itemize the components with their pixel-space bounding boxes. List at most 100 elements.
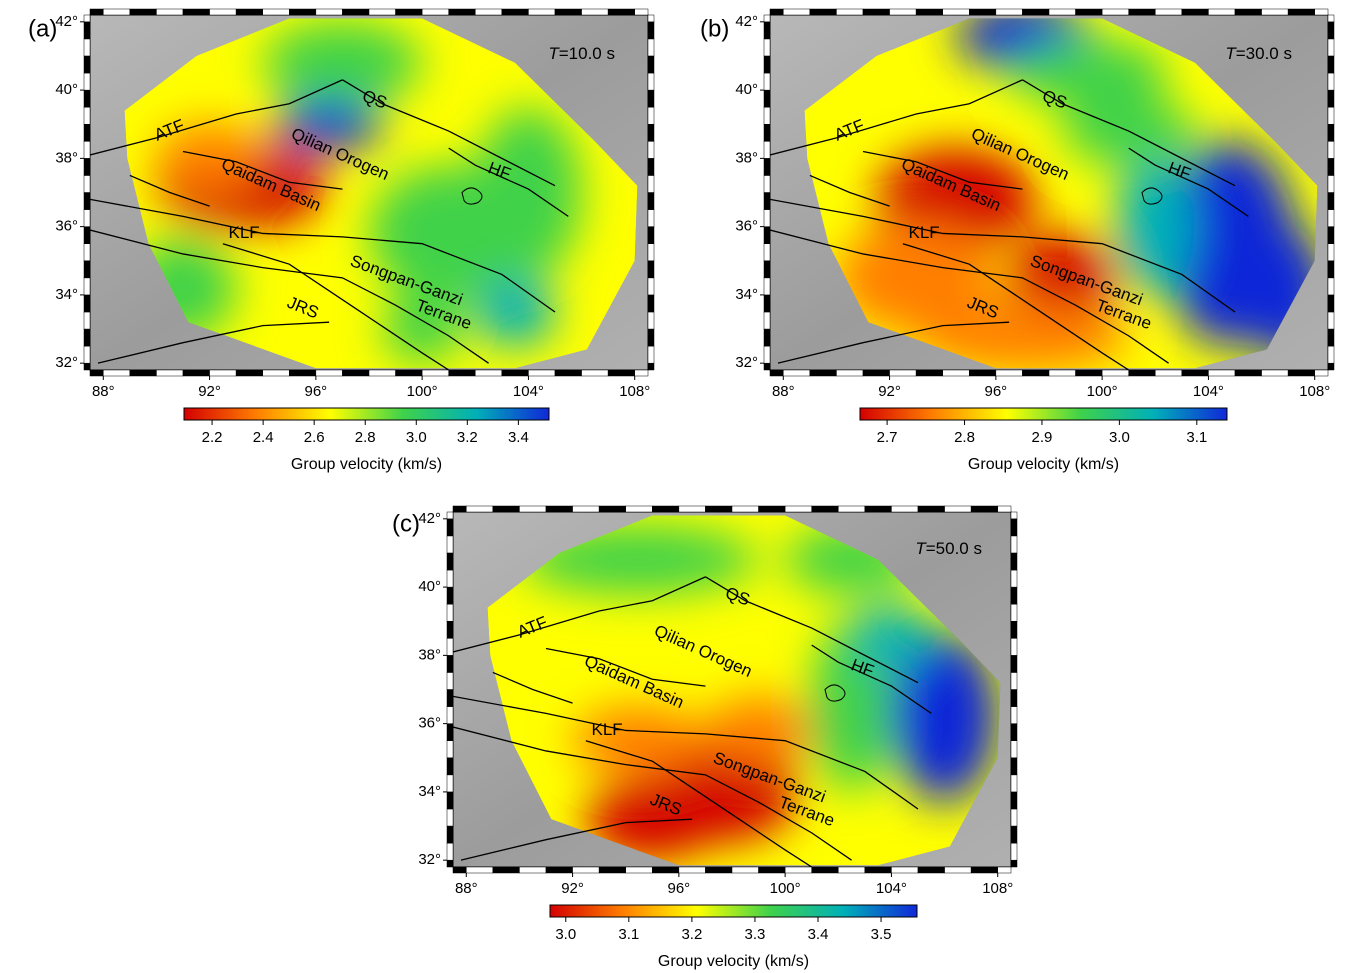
frame-segment (891, 867, 918, 873)
frame-segment (1328, 124, 1334, 141)
frame-segment (466, 506, 493, 512)
x-tick-label: 96° (668, 880, 691, 897)
frame-segment (918, 506, 945, 512)
frame-segment (447, 758, 453, 775)
frame-segment (466, 867, 493, 873)
frame-segment (863, 370, 890, 376)
colorbar-title: Group velocity (km/s) (968, 456, 1119, 473)
frame-segment (84, 261, 90, 278)
frame-segment (648, 227, 654, 244)
frame-segment (1022, 9, 1049, 15)
frame-segment (263, 9, 290, 15)
frame-segment (555, 370, 582, 376)
frame-segment (493, 867, 520, 873)
frame-segment (1076, 370, 1103, 376)
frame-segment (608, 9, 635, 15)
x-tick-label: 100° (407, 383, 438, 400)
frame-segment (1328, 295, 1334, 312)
frame-segment (770, 370, 783, 376)
frame-segment (971, 867, 998, 873)
frame-segment (1011, 792, 1017, 809)
frame-segment (764, 210, 770, 227)
region-label: KLF (592, 720, 623, 739)
frame-segment (971, 506, 998, 512)
x-tick-label: 108° (982, 880, 1013, 897)
frame-segment (156, 370, 183, 376)
frame-segment (810, 9, 837, 15)
frame-segment (289, 370, 316, 376)
y-tick-label: 36° (735, 218, 758, 235)
frame-segment (916, 9, 943, 15)
frame-segment (447, 724, 453, 741)
frame-segment (130, 370, 157, 376)
frame-segment (764, 141, 770, 158)
frame-segment (764, 56, 770, 73)
frame-segment (1011, 672, 1017, 689)
frame-segment (1288, 370, 1315, 376)
velocity-anomaly (475, 107, 581, 278)
frame-segment (1208, 370, 1235, 376)
frame-segment (447, 621, 453, 638)
panel-label: (a) (28, 15, 57, 42)
frame-segment (546, 506, 573, 512)
frame-segment (1011, 638, 1017, 655)
frame-segment (1011, 570, 1017, 587)
frame-segment (447, 860, 453, 867)
region-label: KLF (909, 223, 940, 242)
frame-segment (447, 570, 453, 587)
map-body: ATFQSQilian OrogenHFQaidam BasinKLFSongp… (453, 512, 1011, 867)
frame-segment (863, 9, 890, 15)
frame-segment (546, 867, 573, 873)
frame-segment (838, 506, 865, 512)
period-label: T=10.0 s (548, 44, 615, 63)
frame-segment (90, 370, 103, 376)
frame-segment (342, 370, 369, 376)
frame-segment (1328, 175, 1334, 192)
x-tick-label: 108° (619, 383, 650, 400)
y-tick-label: 32° (418, 851, 441, 868)
frame-segment (1328, 39, 1334, 56)
frame-segment (1328, 244, 1334, 261)
colorbar-tick-label: 3.1 (618, 926, 639, 943)
frame-segment (732, 506, 759, 512)
colorbar-tick-label: 3.4 (808, 926, 829, 943)
frame-segment (679, 506, 706, 512)
frame-segment (764, 346, 770, 363)
frame-segment (453, 867, 466, 873)
frame-segment (1102, 9, 1129, 15)
frame-segment (528, 9, 555, 15)
colorbar-tick-label: 3.1 (1186, 429, 1207, 446)
frame-segment (156, 9, 183, 15)
y-tick-label: 40° (418, 578, 441, 595)
frame-segment (1011, 519, 1017, 536)
frame-segment (1328, 15, 1334, 22)
frame-segment (447, 536, 453, 553)
frame-segment (1182, 370, 1209, 376)
frame-segment (648, 278, 654, 295)
frame-segment (1011, 587, 1017, 604)
colorbar-title: Group velocity (km/s) (658, 953, 809, 970)
frame-segment (1328, 346, 1334, 363)
velocity-anomaly (573, 707, 706, 775)
frame-segment (422, 370, 449, 376)
frame-segment (1328, 107, 1334, 124)
frame-segment (447, 553, 453, 570)
frame-segment (785, 867, 812, 873)
frame-segment (422, 9, 449, 15)
frame-segment (90, 9, 103, 15)
frame-segment (447, 638, 453, 655)
frame-segment (1011, 604, 1017, 621)
frame-segment (449, 370, 476, 376)
frame-segment (1328, 22, 1334, 39)
frame-segment (1288, 9, 1315, 15)
x-tick-label: 96° (985, 383, 1008, 400)
frame-segment (1011, 741, 1017, 758)
frame-segment (764, 193, 770, 210)
frame-segment (764, 15, 770, 22)
frame-segment (447, 843, 453, 860)
colorbar-tick-label: 3.4 (508, 429, 529, 446)
frame-segment (84, 73, 90, 90)
frame-segment (764, 295, 770, 312)
frame-segment (969, 370, 996, 376)
